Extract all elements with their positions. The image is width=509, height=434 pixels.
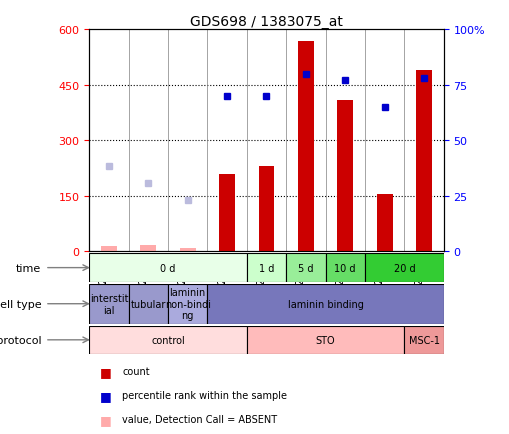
Bar [140, 245, 156, 252]
Text: interstit
ial: interstit ial [90, 293, 128, 315]
Bar [246, 254, 286, 282]
Text: 10 d: 10 d [334, 263, 355, 273]
Text: 1 d: 1 d [258, 263, 274, 273]
Bar [128, 284, 167, 324]
Text: ■: ■ [99, 389, 111, 402]
Text: time: time [16, 263, 41, 273]
Text: 5 d: 5 d [298, 263, 313, 273]
Text: cell type: cell type [0, 299, 41, 309]
Text: tubular: tubular [130, 299, 166, 309]
Bar [376, 194, 392, 252]
Bar [404, 326, 443, 354]
Bar [325, 254, 364, 282]
Text: 0 d: 0 d [160, 263, 176, 273]
Text: count: count [122, 367, 150, 376]
Bar [286, 254, 325, 282]
Text: ■: ■ [99, 365, 111, 378]
Bar [207, 284, 443, 324]
Bar [101, 246, 117, 252]
Text: 20 d: 20 d [393, 263, 414, 273]
Text: value, Detection Call = ABSENT: value, Detection Call = ABSENT [122, 414, 277, 424]
Bar [337, 101, 352, 252]
Bar [89, 284, 128, 324]
Bar [297, 42, 313, 252]
Title: GDS698 / 1383075_at: GDS698 / 1383075_at [190, 15, 342, 30]
Bar [89, 254, 246, 282]
Bar [180, 249, 195, 252]
Bar [89, 326, 246, 354]
Bar [246, 326, 404, 354]
Bar [258, 167, 274, 252]
Text: laminin
non-bindi
ng: laminin non-bindi ng [164, 287, 210, 321]
Text: MSC-1: MSC-1 [408, 335, 439, 345]
Bar [415, 71, 431, 252]
Text: STO: STO [315, 335, 335, 345]
Bar [167, 284, 207, 324]
Bar [219, 174, 235, 252]
Text: ■: ■ [99, 413, 111, 426]
Bar [364, 254, 443, 282]
Text: growth protocol: growth protocol [0, 335, 41, 345]
Text: percentile rank within the sample: percentile rank within the sample [122, 391, 287, 400]
Text: control: control [151, 335, 185, 345]
Text: laminin binding: laminin binding [287, 299, 363, 309]
